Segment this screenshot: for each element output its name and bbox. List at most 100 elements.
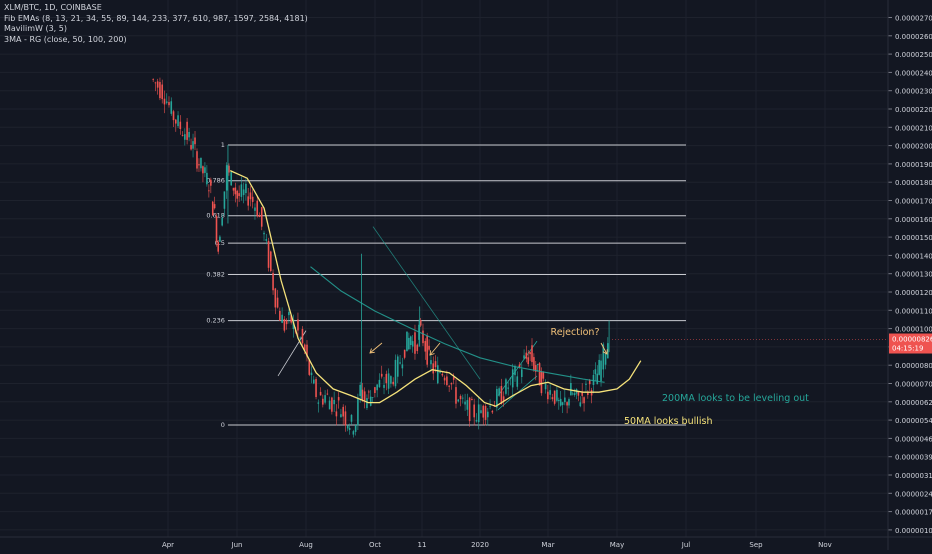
candle-body [357, 397, 359, 426]
candle-body [392, 381, 394, 385]
candle-body [179, 121, 182, 129]
candle-body [566, 402, 568, 406]
candle-body [428, 345, 430, 350]
candle-body [399, 362, 401, 364]
ma200-line [310, 266, 605, 383]
candle-body [583, 397, 585, 404]
annotation-arrowhead [602, 349, 608, 355]
candle-body [553, 390, 556, 404]
candle-body [352, 431, 355, 435]
candle-body [274, 288, 277, 308]
x-tick-label: Aug [299, 541, 313, 549]
candle-body [308, 359, 311, 375]
x-tick-label: Jun [231, 541, 243, 549]
fib-level-label: 0.618 [206, 212, 225, 220]
candle-body [230, 172, 233, 186]
candle-body [585, 383, 587, 385]
candle-body [514, 366, 516, 376]
candle-body [159, 82, 161, 99]
candle-body [223, 191, 226, 209]
candle-body [217, 241, 220, 252]
candle-body [493, 406, 496, 407]
x-tick-label: Nov [818, 541, 832, 549]
annotation-arrow [429, 342, 441, 356]
candle-body [533, 357, 535, 371]
candle-body [156, 81, 159, 88]
candle-body [319, 391, 322, 396]
candle-body [462, 397, 464, 399]
candle-body [310, 372, 313, 376]
candle-body [473, 404, 475, 418]
candle-body [455, 387, 457, 404]
x-tick-label: 2020 [471, 541, 489, 549]
candle-body [414, 332, 416, 354]
candle-body [154, 82, 157, 84]
candle-body [430, 360, 432, 365]
candle-body [288, 312, 290, 316]
candle-body [521, 369, 523, 377]
candle-body [374, 387, 376, 394]
candle-body [434, 361, 437, 368]
candle-body [198, 164, 200, 166]
candle-body [600, 360, 602, 382]
candle-body [491, 410, 494, 413]
candle-body [602, 344, 605, 370]
candle-body [328, 400, 331, 410]
candle-body [477, 404, 480, 423]
candle-body [335, 411, 338, 417]
candle-body [556, 389, 558, 401]
candle-body [568, 399, 570, 406]
candle-body [390, 376, 392, 384]
candle-body [245, 183, 247, 194]
candle-body [312, 379, 315, 384]
candle-body [527, 357, 530, 365]
candle-body [422, 330, 424, 344]
candle-body [363, 391, 366, 401]
candle-body [285, 320, 288, 325]
fib-level-label: 1 [221, 141, 225, 149]
annotation-arrowhead [429, 350, 435, 356]
candle-body [549, 390, 551, 395]
candle-body [419, 319, 422, 326]
candle-body [573, 393, 576, 396]
candle-body [342, 406, 344, 417]
x-tick-label: Apr [162, 541, 174, 549]
annotation-arrow [600, 342, 608, 355]
candle-body [523, 355, 525, 359]
candle-body [452, 376, 455, 380]
candle-body [163, 98, 166, 105]
candle-body [596, 373, 599, 385]
candle-body [322, 398, 324, 405]
candle-body [340, 414, 342, 418]
candle-body [204, 167, 206, 173]
candle-body [200, 157, 202, 169]
candle-body [536, 364, 539, 365]
fib-level-label: 0 [221, 421, 225, 429]
candle-body [215, 215, 218, 243]
candle-body [267, 240, 270, 268]
candle-body [192, 141, 194, 149]
candle-body [258, 215, 261, 218]
candle-body [505, 379, 507, 394]
indicator-fib-emas[interactable]: Fib EMAs (8, 13, 21, 34, 55, 89, 144, 23… [4, 13, 308, 23]
indicator-3ma[interactable]: 3MA - RG (close, 50, 100, 200) [4, 34, 127, 44]
symbol-title[interactable]: XLM/BTC, 1D, COINBASE [4, 3, 102, 12]
candle-body [359, 384, 361, 397]
candle-body [446, 376, 448, 385]
candle-body [561, 402, 564, 406]
indicator-mavilimw[interactable]: MavilimW (3, 5) [4, 24, 67, 33]
trend-line-upper [372, 226, 481, 380]
candle-body [369, 396, 372, 406]
candle-body [251, 196, 254, 202]
candle-body [378, 379, 381, 388]
